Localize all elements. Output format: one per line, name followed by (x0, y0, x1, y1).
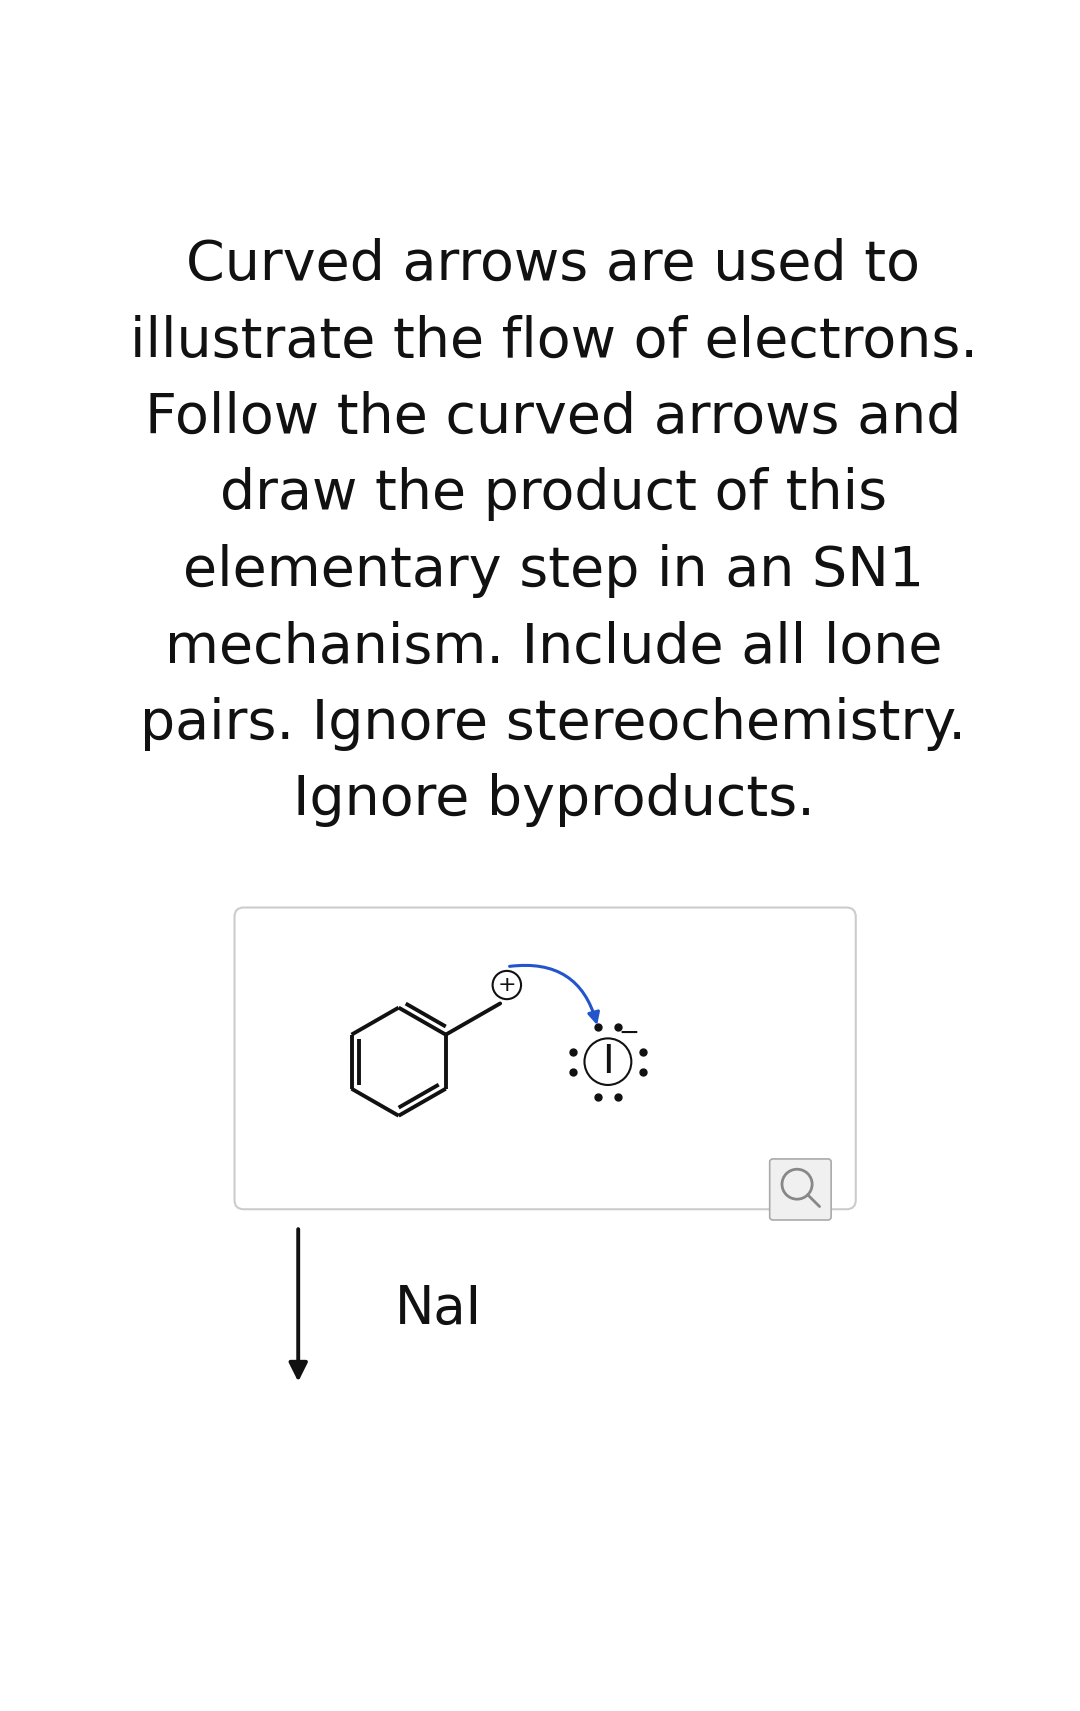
Text: I: I (602, 1042, 613, 1081)
Text: mechanism. Include all lone: mechanism. Include all lone (165, 621, 942, 674)
Text: −: − (619, 1021, 639, 1045)
Text: elementary step in an SN1: elementary step in an SN1 (183, 544, 924, 597)
Text: +: + (498, 975, 516, 996)
Text: Ignore byproducts.: Ignore byproducts. (293, 773, 814, 826)
Text: illustrate the flow of electrons.: illustrate the flow of electrons. (130, 315, 977, 368)
Text: NaI: NaI (394, 1283, 482, 1335)
FancyBboxPatch shape (234, 907, 855, 1210)
Text: Curved arrows are used to: Curved arrows are used to (187, 238, 920, 293)
Text: Follow the curved arrows and: Follow the curved arrows and (146, 392, 961, 445)
FancyArrowPatch shape (510, 965, 598, 1021)
Text: pairs. Ignore stereochemistry.: pairs. Ignore stereochemistry. (140, 696, 967, 751)
Text: draw the product of this: draw the product of this (220, 467, 887, 522)
FancyBboxPatch shape (770, 1158, 832, 1220)
